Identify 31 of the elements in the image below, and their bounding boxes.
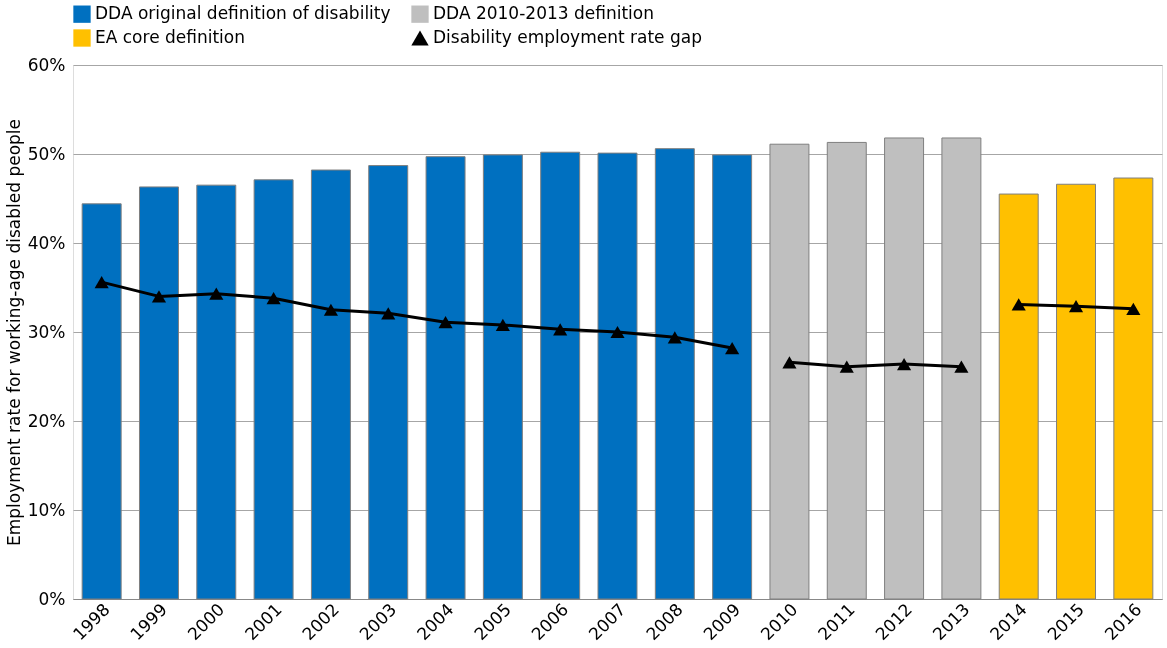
point [1011, 298, 1026, 311]
point [495, 318, 510, 331]
point [438, 316, 453, 329]
legend-label: DDA 2010-2013 definition [433, 3, 654, 24]
y-tick-label: 10% [27, 499, 66, 520]
legend-label: Disability employment rate gap [433, 27, 702, 47]
point [725, 341, 740, 355]
y-tick-label: 30% [27, 321, 66, 342]
point [1068, 300, 1084, 313]
point [782, 356, 797, 369]
point [151, 290, 167, 303]
point [266, 292, 281, 305]
point [94, 276, 109, 289]
legend-label: EA core definition [95, 27, 246, 47]
point [323, 303, 338, 316]
point [381, 307, 396, 320]
point [610, 325, 625, 339]
y-tick-label: 0% [38, 588, 66, 609]
point [897, 357, 912, 371]
point [209, 287, 224, 300]
y-tick-label: 40% [27, 232, 66, 253]
point [954, 360, 969, 373]
legend-label: DDA original definition of disability [95, 3, 391, 24]
point [553, 323, 568, 336]
y-tick-label: 50% [27, 143, 66, 164]
y-tick-label: 60% [27, 54, 66, 75]
point [839, 360, 854, 373]
y-tick-label: 20% [27, 410, 66, 431]
point [1126, 302, 1141, 315]
y-axis-title: Employment rate for working-age disabled people [3, 118, 24, 547]
point [667, 331, 682, 344]
